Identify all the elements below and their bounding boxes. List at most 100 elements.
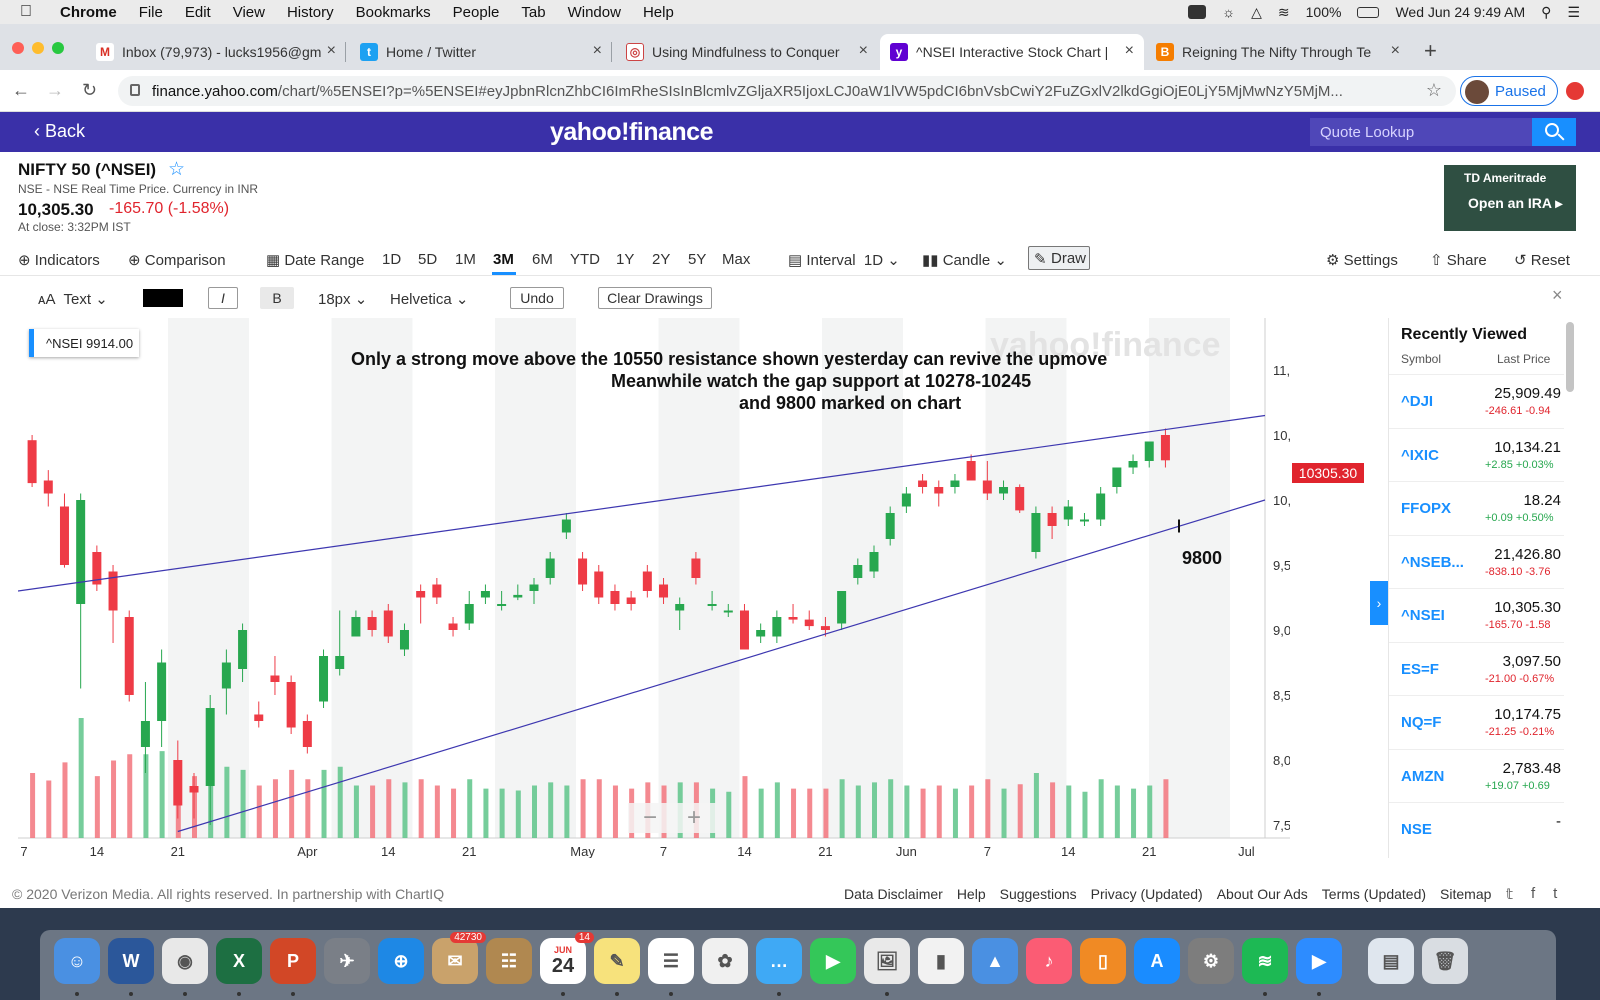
back-link[interactable]: ‹ Back — [34, 121, 86, 141]
yahoo-finance-logo[interactable]: yahoo!finance — [550, 118, 713, 146]
row-symbol[interactable]: NSE — [1401, 821, 1432, 838]
dock-launchpad-icon[interactable]: ✈ — [324, 938, 370, 984]
row-symbol[interactable]: FFOPX — [1401, 500, 1452, 517]
italic-button[interactable]: I — [208, 287, 238, 309]
footer-link-disclaimer[interactable]: Data Disclaimer — [844, 886, 943, 902]
spotlight-icon[interactable]: ⚲ — [1541, 3, 1552, 20]
row-symbol[interactable]: ^NSEB... — [1401, 553, 1464, 571]
search-button[interactable] — [1532, 118, 1576, 146]
dock-music-icon[interactable]: ♪ — [1026, 938, 1072, 984]
minimize-window-icon[interactable] — [32, 42, 44, 54]
airplay-icon[interactable]: △ — [1251, 3, 1262, 20]
recently-viewed-row[interactable]: ES=F 3,097.50 -21.00 -0.67% — [1389, 641, 1564, 695]
font-size-dropdown[interactable]: 18px ⌄ — [318, 291, 368, 308]
dock-numbers-icon[interactable]: ▮ — [918, 938, 964, 984]
share-button[interactable]: ⇧ Share — [1430, 252, 1487, 269]
panel-scrollbar[interactable] — [1566, 322, 1574, 392]
dock-excel-icon[interactable]: X — [216, 938, 262, 984]
row-symbol[interactable]: AMZN — [1401, 767, 1445, 785]
reload-icon[interactable]: ↻ — [82, 80, 98, 100]
range-2y[interactable]: 2Y — [652, 251, 671, 268]
recently-viewed-row[interactable]: ^DJI 25,909.49 -246.61 -0.94 — [1389, 374, 1564, 427]
range-1y[interactable]: 1Y — [616, 251, 635, 268]
font-family-dropdown[interactable]: Helvetica ⌄ — [390, 291, 469, 308]
footer-link-ads[interactable]: About Our Ads — [1216, 886, 1308, 902]
close-tab-icon[interactable]: × — [1124, 42, 1134, 59]
zoom-in-button[interactable]: + — [686, 804, 701, 831]
recently-viewed-row[interactable]: ^NSEI 10,305.30 -165.70 -1.58 — [1389, 588, 1564, 641]
undo-button[interactable]: Undo — [510, 287, 564, 309]
facebook-icon[interactable]: f — [1530, 885, 1536, 902]
extension-icon[interactable] — [1566, 82, 1584, 100]
dock-photos-icon[interactable]: ✿ — [702, 938, 748, 984]
dock-books-icon[interactable]: ▯ — [1080, 938, 1126, 984]
expand-panel-button[interactable]: › — [1370, 581, 1388, 625]
row-symbol[interactable]: ES=F — [1401, 660, 1439, 678]
menu-window[interactable]: Window — [567, 3, 621, 21]
dock-calendar-icon[interactable]: JUN 24 14 — [540, 932, 594, 984]
dock-app-store-icon[interactable]: A — [1134, 938, 1180, 984]
chart-type-dropdown[interactable]: ▮▮ Candle ⌄ — [922, 252, 1007, 269]
recently-viewed-row[interactable]: ^NSEB... 21,426.80 -838.10 -3.76 — [1389, 534, 1564, 588]
dock-reminders-icon[interactable]: ☰ — [648, 938, 694, 984]
dock-keynote-icon[interactable]: ▲ — [972, 938, 1018, 984]
bookmark-star-icon[interactable]: ☆ — [1425, 80, 1442, 100]
profile-button[interactable]: Paused — [1460, 76, 1558, 106]
row-symbol[interactable]: ^DJI — [1401, 393, 1434, 410]
close-tab-icon[interactable]: × — [592, 42, 602, 59]
sync-icon[interactable]: ☼ — [1222, 4, 1236, 20]
menu-tab[interactable]: Tab — [521, 3, 546, 21]
close-tab-icon[interactable]: × — [858, 42, 868, 59]
tab-twitter[interactable]: t Home / Twitter × — [350, 34, 612, 70]
recently-viewed-row[interactable]: NSE - — [1389, 802, 1564, 855]
candlestick-chart-svg[interactable]: 11,000.00 10,500.00 10,000.00 9,500.00 9,000… — [18, 318, 1290, 858]
drawing-tool-dropdown[interactable]: ᴀA Text ⌄ — [38, 291, 108, 308]
dock-spotify-icon[interactable]: ≋ — [1242, 938, 1288, 984]
menu-history[interactable]: History — [286, 3, 334, 21]
forward-arrow-icon[interactable]: → — [46, 80, 64, 100]
tab-gmail[interactable]: M Inbox (79,973) - lucks1956@gm × — [86, 34, 346, 70]
annotation-line-3[interactable]: and 9800 marked on chart — [739, 393, 962, 413]
dock-system-preferences-icon[interactable]: ⚙ — [1188, 938, 1234, 984]
dock-zoom-icon[interactable]: ▶ — [1296, 938, 1342, 984]
dock-powerpoint-icon[interactable]: P — [270, 938, 316, 984]
range-5d[interactable]: 5D — [418, 251, 438, 268]
range-1m[interactable]: 1M — [455, 251, 476, 268]
dock-chrome-icon[interactable]: ◉ — [162, 938, 208, 984]
menu-app-name[interactable]: Chrome — [60, 3, 117, 21]
close-drawbar-icon[interactable]: × — [1552, 285, 1563, 305]
close-tab-icon[interactable]: × — [1390, 42, 1400, 59]
draw-button[interactable]: ✎ Draw — [1028, 246, 1090, 270]
close-tab-icon[interactable]: × — [326, 42, 336, 59]
menu-people[interactable]: People — [452, 3, 500, 21]
dock-contacts-icon[interactable]: ☷ — [486, 938, 532, 984]
battery-icon[interactable] — [1357, 6, 1380, 18]
annotation-line-1[interactable]: Only a strong move above the 10550 resis… — [351, 349, 1108, 369]
menu-view[interactable]: View — [232, 3, 265, 21]
menu-bookmarks[interactable]: Bookmarks — [355, 3, 431, 21]
color-swatch[interactable] — [143, 289, 183, 307]
wifi-icon[interactable]: ≋ — [1277, 3, 1290, 20]
settings-button[interactable]: ⚙ Settings — [1326, 252, 1398, 269]
tab-yahoo-chart[interactable]: y ^NSEI Interactive Stock Chart | × — [880, 34, 1144, 70]
indicators-button[interactable]: ⊕ Indicators — [18, 252, 100, 269]
dock-word-icon[interactable]: W — [108, 938, 154, 984]
interval-dropdown[interactable]: ▤ Interval 1D ⌄ — [788, 252, 900, 269]
annotation-9800-label[interactable]: 9800 — [1182, 548, 1223, 568]
annotation-line-2[interactable]: Meanwhile watch the gap support at 10278… — [611, 371, 1032, 391]
control-center-icon[interactable]: ☰ — [1567, 3, 1580, 20]
recently-viewed-row[interactable]: AMZN 2,783.48 +19.07 +0.69 — [1389, 748, 1564, 802]
reset-button[interactable]: ↺ Reset — [1514, 252, 1570, 269]
footer-link-sitemap[interactable]: Sitemap — [1440, 886, 1492, 902]
range-6m[interactable]: 6M — [532, 251, 553, 268]
footer-link-privacy[interactable]: Privacy (Updated) — [1090, 886, 1203, 902]
apple-menu-icon[interactable]:  — [20, 3, 38, 21]
menu-file[interactable]: File — [138, 3, 163, 21]
footer-link-suggestions[interactable]: Suggestions — [999, 886, 1077, 902]
stock-chart[interactable]: 11,000.00 10,500.00 10,000.00 9,500.00 9,000… — [18, 318, 1290, 858]
dock-messages-icon[interactable]: … — [756, 938, 802, 984]
range-3m[interactable]: 3M — [493, 251, 514, 268]
range-5y[interactable]: 5Y — [688, 251, 707, 268]
range-ytd[interactable]: YTD — [570, 251, 600, 268]
url-field[interactable]: finance.yahoo.com/chart/%5ENSEI?p=%5ENSE… — [118, 76, 1456, 106]
